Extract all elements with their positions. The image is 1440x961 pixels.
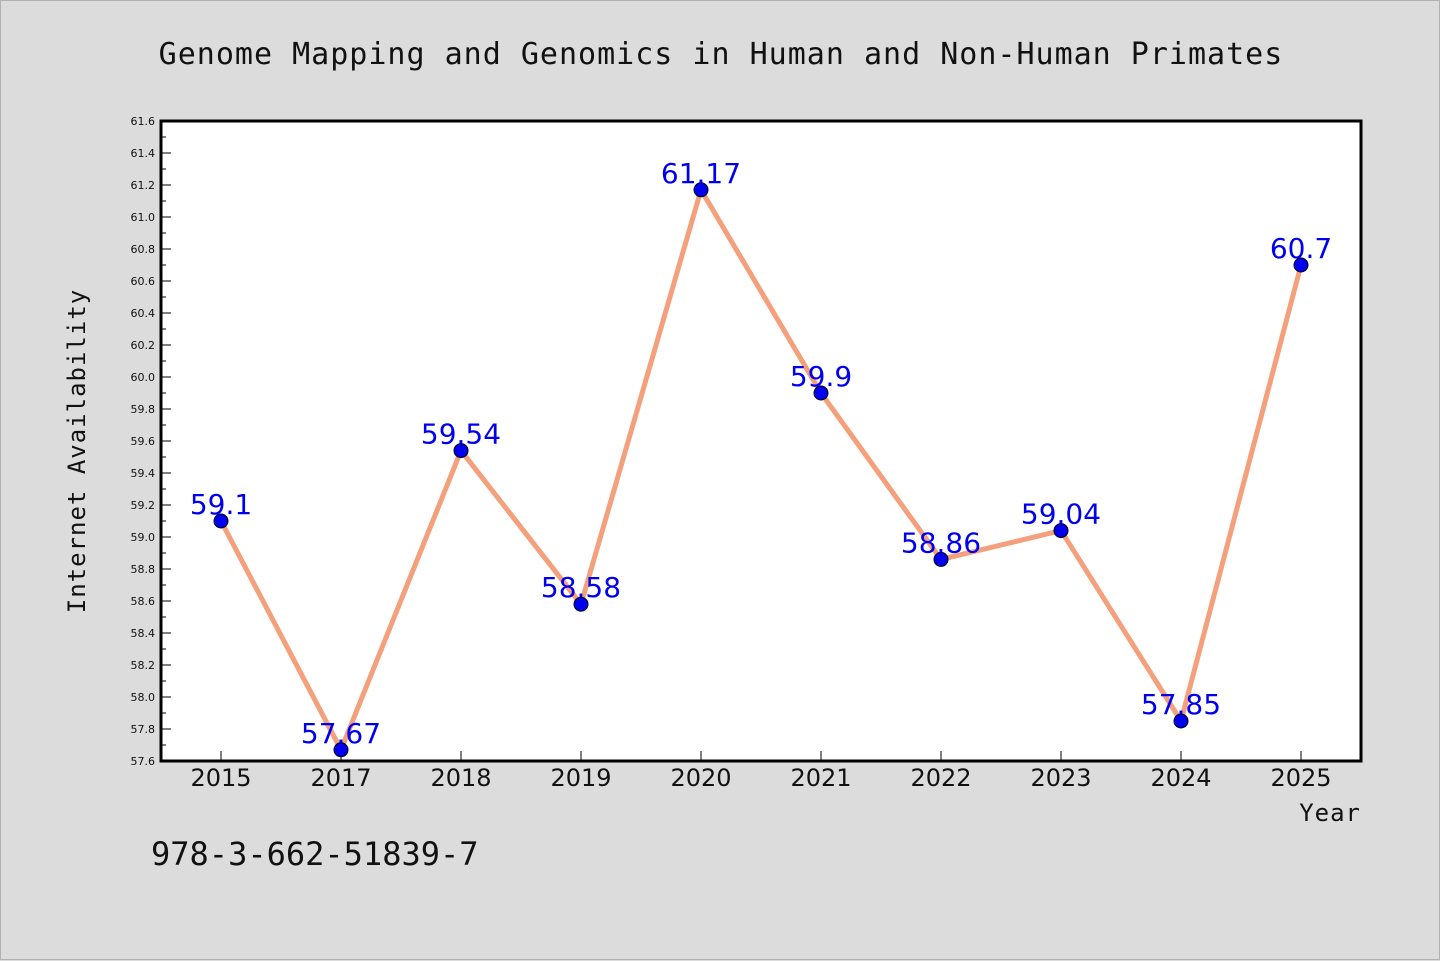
- x-tick-label: 2017: [310, 764, 371, 792]
- y-axis-label: Internet Availability: [63, 289, 91, 613]
- y-tick-label: 58.6: [131, 595, 156, 608]
- data-point: [1053, 523, 1069, 539]
- y-tick-label: 58.2: [131, 659, 156, 672]
- data-point: [693, 182, 709, 198]
- y-tick-label: 59.4: [131, 467, 156, 480]
- plot-area: [161, 121, 1361, 761]
- x-tick-label: 2015: [190, 764, 251, 792]
- data-point: [933, 551, 949, 567]
- y-tick-label: 58.8: [131, 563, 156, 576]
- y-axis: 57.6 57.8 58.0 58.2 58.4 58.6 58.8 59.0 59.2 59.4…: [131, 115, 171, 768]
- y-tick-label: 61.6: [131, 115, 156, 128]
- data-label: 57.67: [301, 717, 381, 750]
- plot-frame: [159, 119, 1363, 763]
- y-tick-label: 60.4: [131, 307, 156, 320]
- x-tick-label: 2024: [1150, 764, 1211, 792]
- data-point: [573, 596, 589, 612]
- x-tick-label: 2021: [790, 764, 851, 792]
- data-label: 57.85: [1141, 688, 1221, 721]
- y-tick-label: 60.6: [131, 275, 156, 288]
- data-point: [1293, 257, 1309, 273]
- y-tick-label: 59.8: [131, 403, 156, 416]
- y-tick-label: 61.4: [131, 147, 156, 160]
- data-label: 59.54: [421, 418, 501, 451]
- data-point: [213, 513, 229, 529]
- x-tick-label: 2018: [430, 764, 491, 792]
- y-tick-label: 61.0: [131, 211, 156, 224]
- y-tick-label: 59.0: [131, 531, 156, 544]
- chart-title: Genome Mapping and Genomics in Human and…: [159, 37, 1284, 72]
- y-tick-label: 60.8: [131, 243, 156, 256]
- footer-isbn: 978-3-662-51839-7: [151, 835, 479, 873]
- y-tick-label: 59.6: [131, 435, 156, 448]
- data-label: 59.9: [790, 360, 852, 393]
- y-tick-label: 59.2: [131, 499, 156, 512]
- data-label: 59.04: [1021, 498, 1101, 531]
- y-tick-label: 58.4: [131, 627, 156, 640]
- x-tick-label: 2023: [1030, 764, 1091, 792]
- x-axis-label: Year: [1299, 799, 1361, 827]
- data-label: 60.7: [1270, 232, 1332, 265]
- data-point: [1173, 713, 1189, 729]
- data-label: 59.1: [190, 488, 252, 521]
- x-tick-label: 2019: [550, 764, 611, 792]
- series: 59.1 57.67 59.54 58.58 61.17 59.9 58.86 59.04 57…: [190, 157, 1332, 758]
- data-point: [333, 742, 349, 758]
- data-point: [813, 385, 829, 401]
- y-tick-label: 60.0: [131, 371, 156, 384]
- data-label: 61.17: [661, 157, 741, 190]
- series-line: [218, 187, 1304, 753]
- data-label: 58.86: [901, 526, 981, 559]
- data-label: 58.58: [541, 571, 621, 604]
- data-point: [453, 443, 469, 459]
- y-tick-label: 61.2: [131, 179, 156, 192]
- x-tick-label: 2020: [670, 764, 731, 792]
- y-tick-label: 60.2: [131, 339, 156, 352]
- y-tick-label: 57.8: [131, 723, 156, 736]
- y-tick-label: 58.0: [131, 691, 156, 704]
- x-tick-label: 2022: [910, 764, 971, 792]
- x-axis: 2015 2017 2018 2019 2020 2021 2022 2023 2024 2025: [190, 751, 1332, 792]
- y-tick-label: 57.6: [131, 755, 156, 768]
- x-tick-label: 2025: [1270, 764, 1331, 792]
